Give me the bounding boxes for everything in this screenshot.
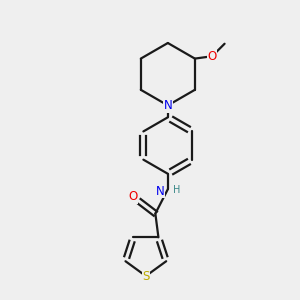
Text: S: S — [142, 269, 149, 283]
Text: N: N — [155, 184, 164, 197]
Text: O: O — [128, 190, 138, 203]
Text: H: H — [173, 185, 181, 195]
Text: N: N — [164, 99, 172, 112]
Text: O: O — [208, 50, 217, 63]
